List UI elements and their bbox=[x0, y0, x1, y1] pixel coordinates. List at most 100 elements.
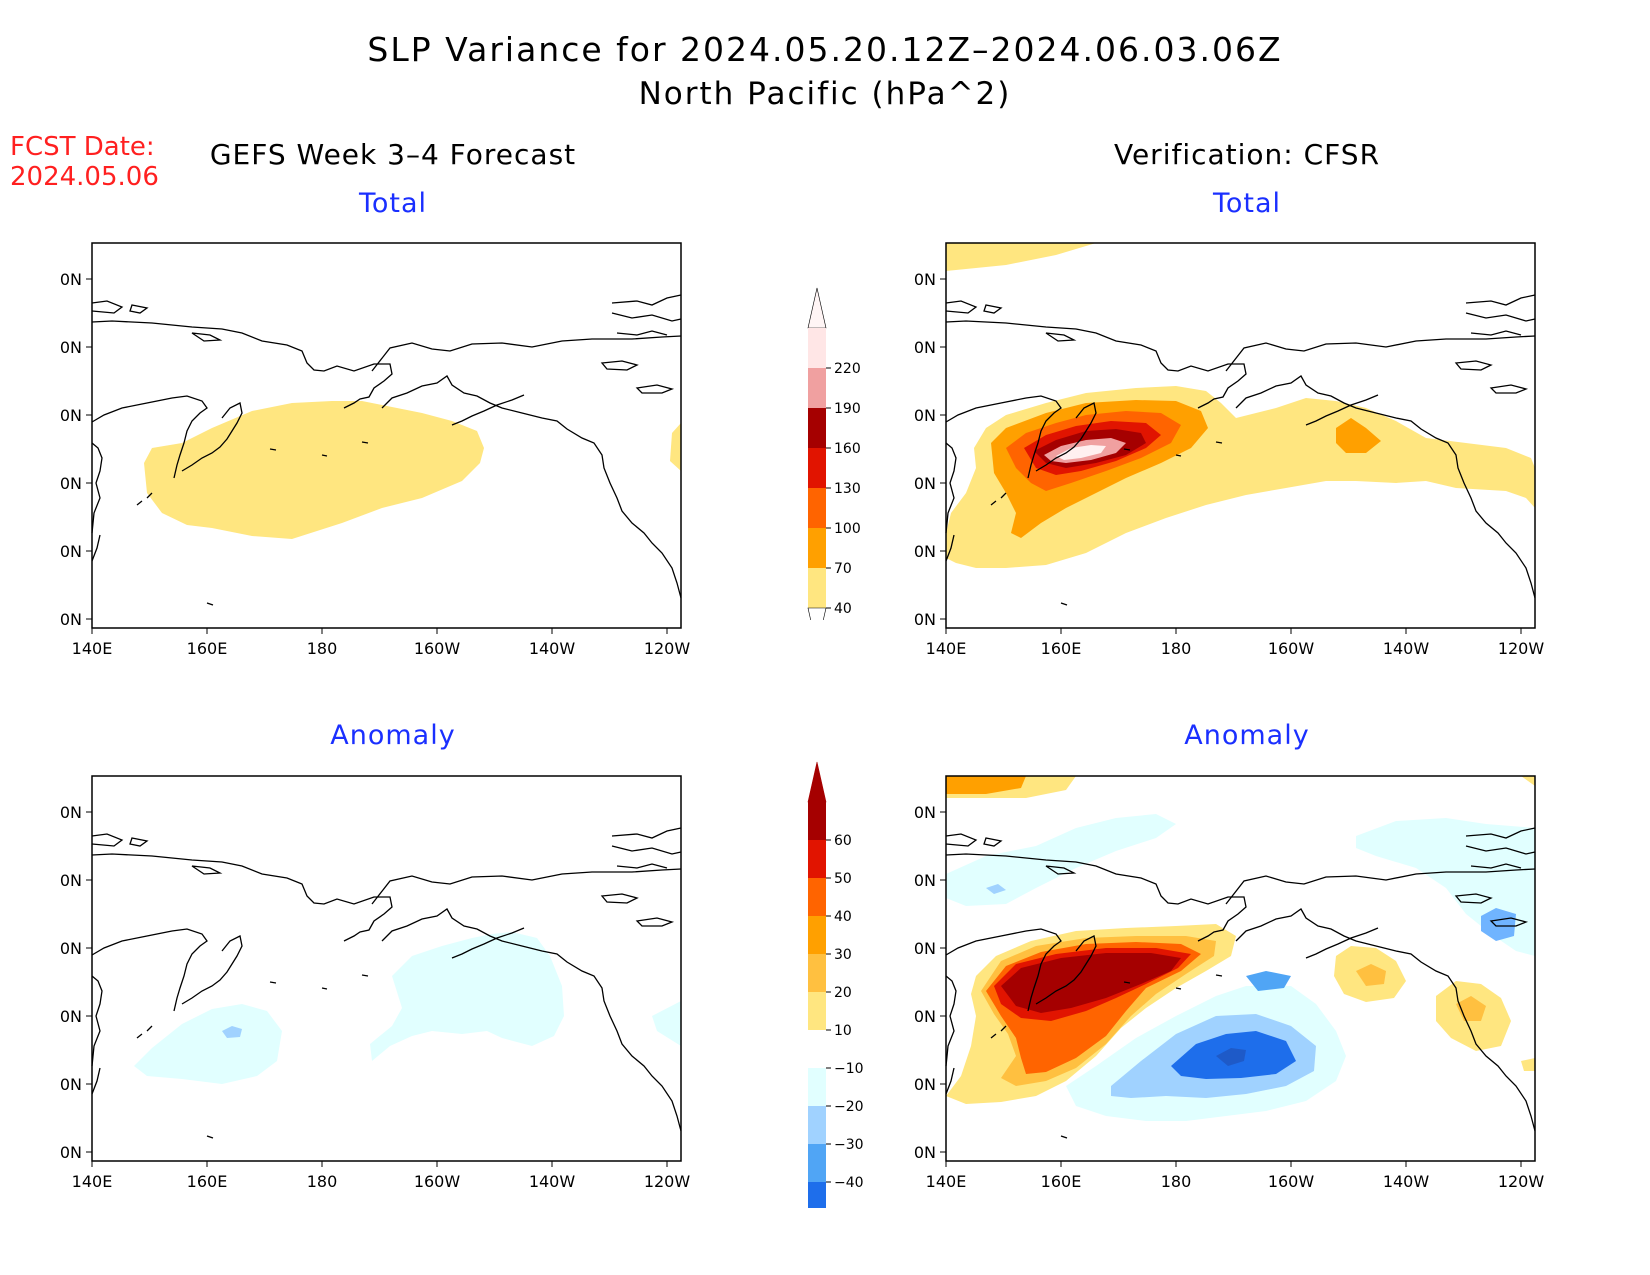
colorbar-cell bbox=[808, 1182, 826, 1208]
lat-tick-label: 60N bbox=[60, 939, 82, 958]
lat-tick-label: 40N bbox=[60, 542, 82, 561]
subtitle-verification-total: Total bbox=[1212, 188, 1282, 219]
lon-tick-label: 160E bbox=[1041, 639, 1082, 658]
main-subtitle: North Pacific (hPa^2) bbox=[638, 76, 1012, 112]
lon-tick-label: 120W bbox=[1498, 639, 1545, 658]
lat-tick-label: 60N bbox=[60, 406, 82, 425]
colorbar-cell bbox=[808, 328, 826, 368]
subtitle-forecast-total: Total bbox=[358, 188, 428, 219]
lon-tick-label: 140E bbox=[72, 1172, 113, 1191]
lon-tick-label: 160W bbox=[1268, 1172, 1315, 1191]
colorbar-label: 100 bbox=[834, 521, 861, 537]
colorbar-label: 20 bbox=[834, 985, 852, 1001]
lat-tick-label: 50N bbox=[60, 1007, 82, 1026]
lat-tick-label: 50N bbox=[60, 474, 82, 493]
colorbar-cell bbox=[808, 448, 826, 488]
colorbar-top-arrow bbox=[807, 761, 827, 803]
colorbar-label: −30 bbox=[834, 1137, 864, 1153]
column-header-verification: Verification: CFSR bbox=[1113, 138, 1381, 171]
colorbar-label: 220 bbox=[834, 361, 861, 377]
lat-tick-label: 70N bbox=[914, 338, 936, 357]
colorbar-cell bbox=[808, 1068, 826, 1106]
lon-tick-label: 160W bbox=[414, 639, 461, 658]
colorbar-cell bbox=[808, 1106, 826, 1144]
colorbar-label: 190 bbox=[834, 401, 861, 417]
colorbar-label: 130 bbox=[834, 481, 861, 497]
fcst-date-label: FCST Date: bbox=[10, 132, 155, 162]
lon-tick-label: 140W bbox=[529, 1172, 576, 1191]
lon-tick-label: 160E bbox=[1041, 1172, 1082, 1191]
subtitle-forecast-anomaly: Anomaly bbox=[330, 720, 456, 751]
lat-tick-label: 50N bbox=[914, 474, 936, 493]
colorbar-cell bbox=[808, 802, 826, 840]
colorbar-label: −10 bbox=[834, 1061, 864, 1077]
lon-tick-label: 160W bbox=[1268, 639, 1315, 658]
colorbar-cell bbox=[808, 568, 826, 608]
lat-tick-label: 70N bbox=[914, 871, 936, 890]
lon-tick-label: 140W bbox=[529, 639, 576, 658]
colorbar-cell bbox=[808, 840, 826, 878]
lon-tick-label: 140E bbox=[926, 1172, 967, 1191]
colorbar-label: 10 bbox=[834, 1023, 852, 1039]
lat-tick-label: 60N bbox=[914, 939, 936, 958]
colorbar-label: −40 bbox=[834, 1175, 864, 1191]
lon-tick-label: 180 bbox=[1161, 639, 1192, 658]
lon-tick-label: 120W bbox=[644, 639, 691, 658]
map-verification-total: 140E 160E 180 160W 140W 120W 80N 70N 60N 50N 40N 30… bbox=[914, 242, 1545, 658]
colorbar-cell bbox=[808, 878, 826, 916]
colorbar-label: 40 bbox=[834, 909, 852, 925]
subtitle-verification-anomaly: Anomaly bbox=[1184, 720, 1310, 751]
colorbar-cell bbox=[808, 528, 826, 568]
lon-tick-label: 120W bbox=[644, 1172, 691, 1191]
lon-tick-label: 140W bbox=[1383, 1172, 1430, 1191]
lon-tick-label: 180 bbox=[307, 639, 338, 658]
column-header-forecast: GEFS Week 3–4 Forecast bbox=[209, 138, 577, 171]
lat-tick-label: 30N bbox=[60, 610, 82, 629]
lat-tick-label: 80N bbox=[60, 803, 82, 822]
colorbar-top-arrow bbox=[807, 287, 827, 329]
fcst-date-value: 2024.05.06 bbox=[10, 162, 159, 192]
colorbar-anomaly: −40 −30 −20 −10 10 20 30 40 50 60 bbox=[807, 761, 864, 1208]
lat-tick-label: 40N bbox=[60, 1075, 82, 1094]
lat-tick-label: 30N bbox=[60, 1143, 82, 1162]
lon-tick-label: 180 bbox=[307, 1172, 338, 1191]
colorbar-cell bbox=[808, 954, 826, 992]
colorbar-cell bbox=[808, 408, 826, 448]
colorbar-total: 40 70 100 130 160 190 220 bbox=[807, 287, 861, 620]
colorbar-label: 70 bbox=[834, 561, 852, 577]
lat-tick-label: 70N bbox=[60, 338, 82, 357]
map-forecast-total: 140E 160E 180 160W 140W 120W 80N 70N 60N 50N 40N 30… bbox=[60, 242, 691, 658]
lon-tick-label: 160W bbox=[414, 1172, 461, 1191]
main-title: SLP Variance for 2024.05.20.12Z–2024.06.… bbox=[367, 30, 1283, 69]
lat-tick-label: 30N bbox=[914, 1143, 936, 1162]
colorbar-cell bbox=[808, 368, 826, 408]
lat-tick-label: 40N bbox=[914, 542, 936, 561]
colorbar-cell bbox=[808, 1144, 826, 1182]
colorbar-label: 60 bbox=[834, 833, 852, 849]
lon-tick-label: 140E bbox=[72, 639, 113, 658]
colorbar-label: 50 bbox=[834, 871, 852, 887]
colorbar-label: −20 bbox=[834, 1099, 864, 1115]
lat-tick-label: 70N bbox=[60, 871, 82, 890]
colorbar-cell bbox=[808, 916, 826, 954]
colorbar-label: 160 bbox=[834, 441, 861, 457]
lon-tick-label: 120W bbox=[1498, 1172, 1545, 1191]
lon-tick-label: 140W bbox=[1383, 639, 1430, 658]
colorbar-cell bbox=[808, 992, 826, 1030]
map-forecast-anomaly: 140E 160E 180 160W 140W 120W 80N 70N 60N 50N 40N 30… bbox=[60, 775, 691, 1191]
lat-tick-label: 80N bbox=[914, 270, 936, 289]
lat-tick-label: 30N bbox=[914, 610, 936, 629]
lon-tick-label: 160E bbox=[187, 639, 228, 658]
lat-tick-label: 80N bbox=[60, 270, 82, 289]
lat-tick-label: 80N bbox=[914, 803, 936, 822]
colorbar-cell bbox=[808, 488, 826, 528]
lat-tick-label: 60N bbox=[914, 406, 936, 425]
lat-tick-label: 50N bbox=[914, 1007, 936, 1026]
map-verification-anomaly: 140E 160E 180 160W 140W 120W 80N 70N 60N 50N 40N 30… bbox=[914, 775, 1545, 1191]
lon-tick-label: 180 bbox=[1161, 1172, 1192, 1191]
lon-tick-label: 140E bbox=[926, 639, 967, 658]
colorbar-cell bbox=[808, 1030, 826, 1068]
lat-tick-label: 40N bbox=[914, 1075, 936, 1094]
colorbar-label: 30 bbox=[834, 947, 852, 963]
colorbar-bottom-arrow bbox=[807, 607, 827, 620]
